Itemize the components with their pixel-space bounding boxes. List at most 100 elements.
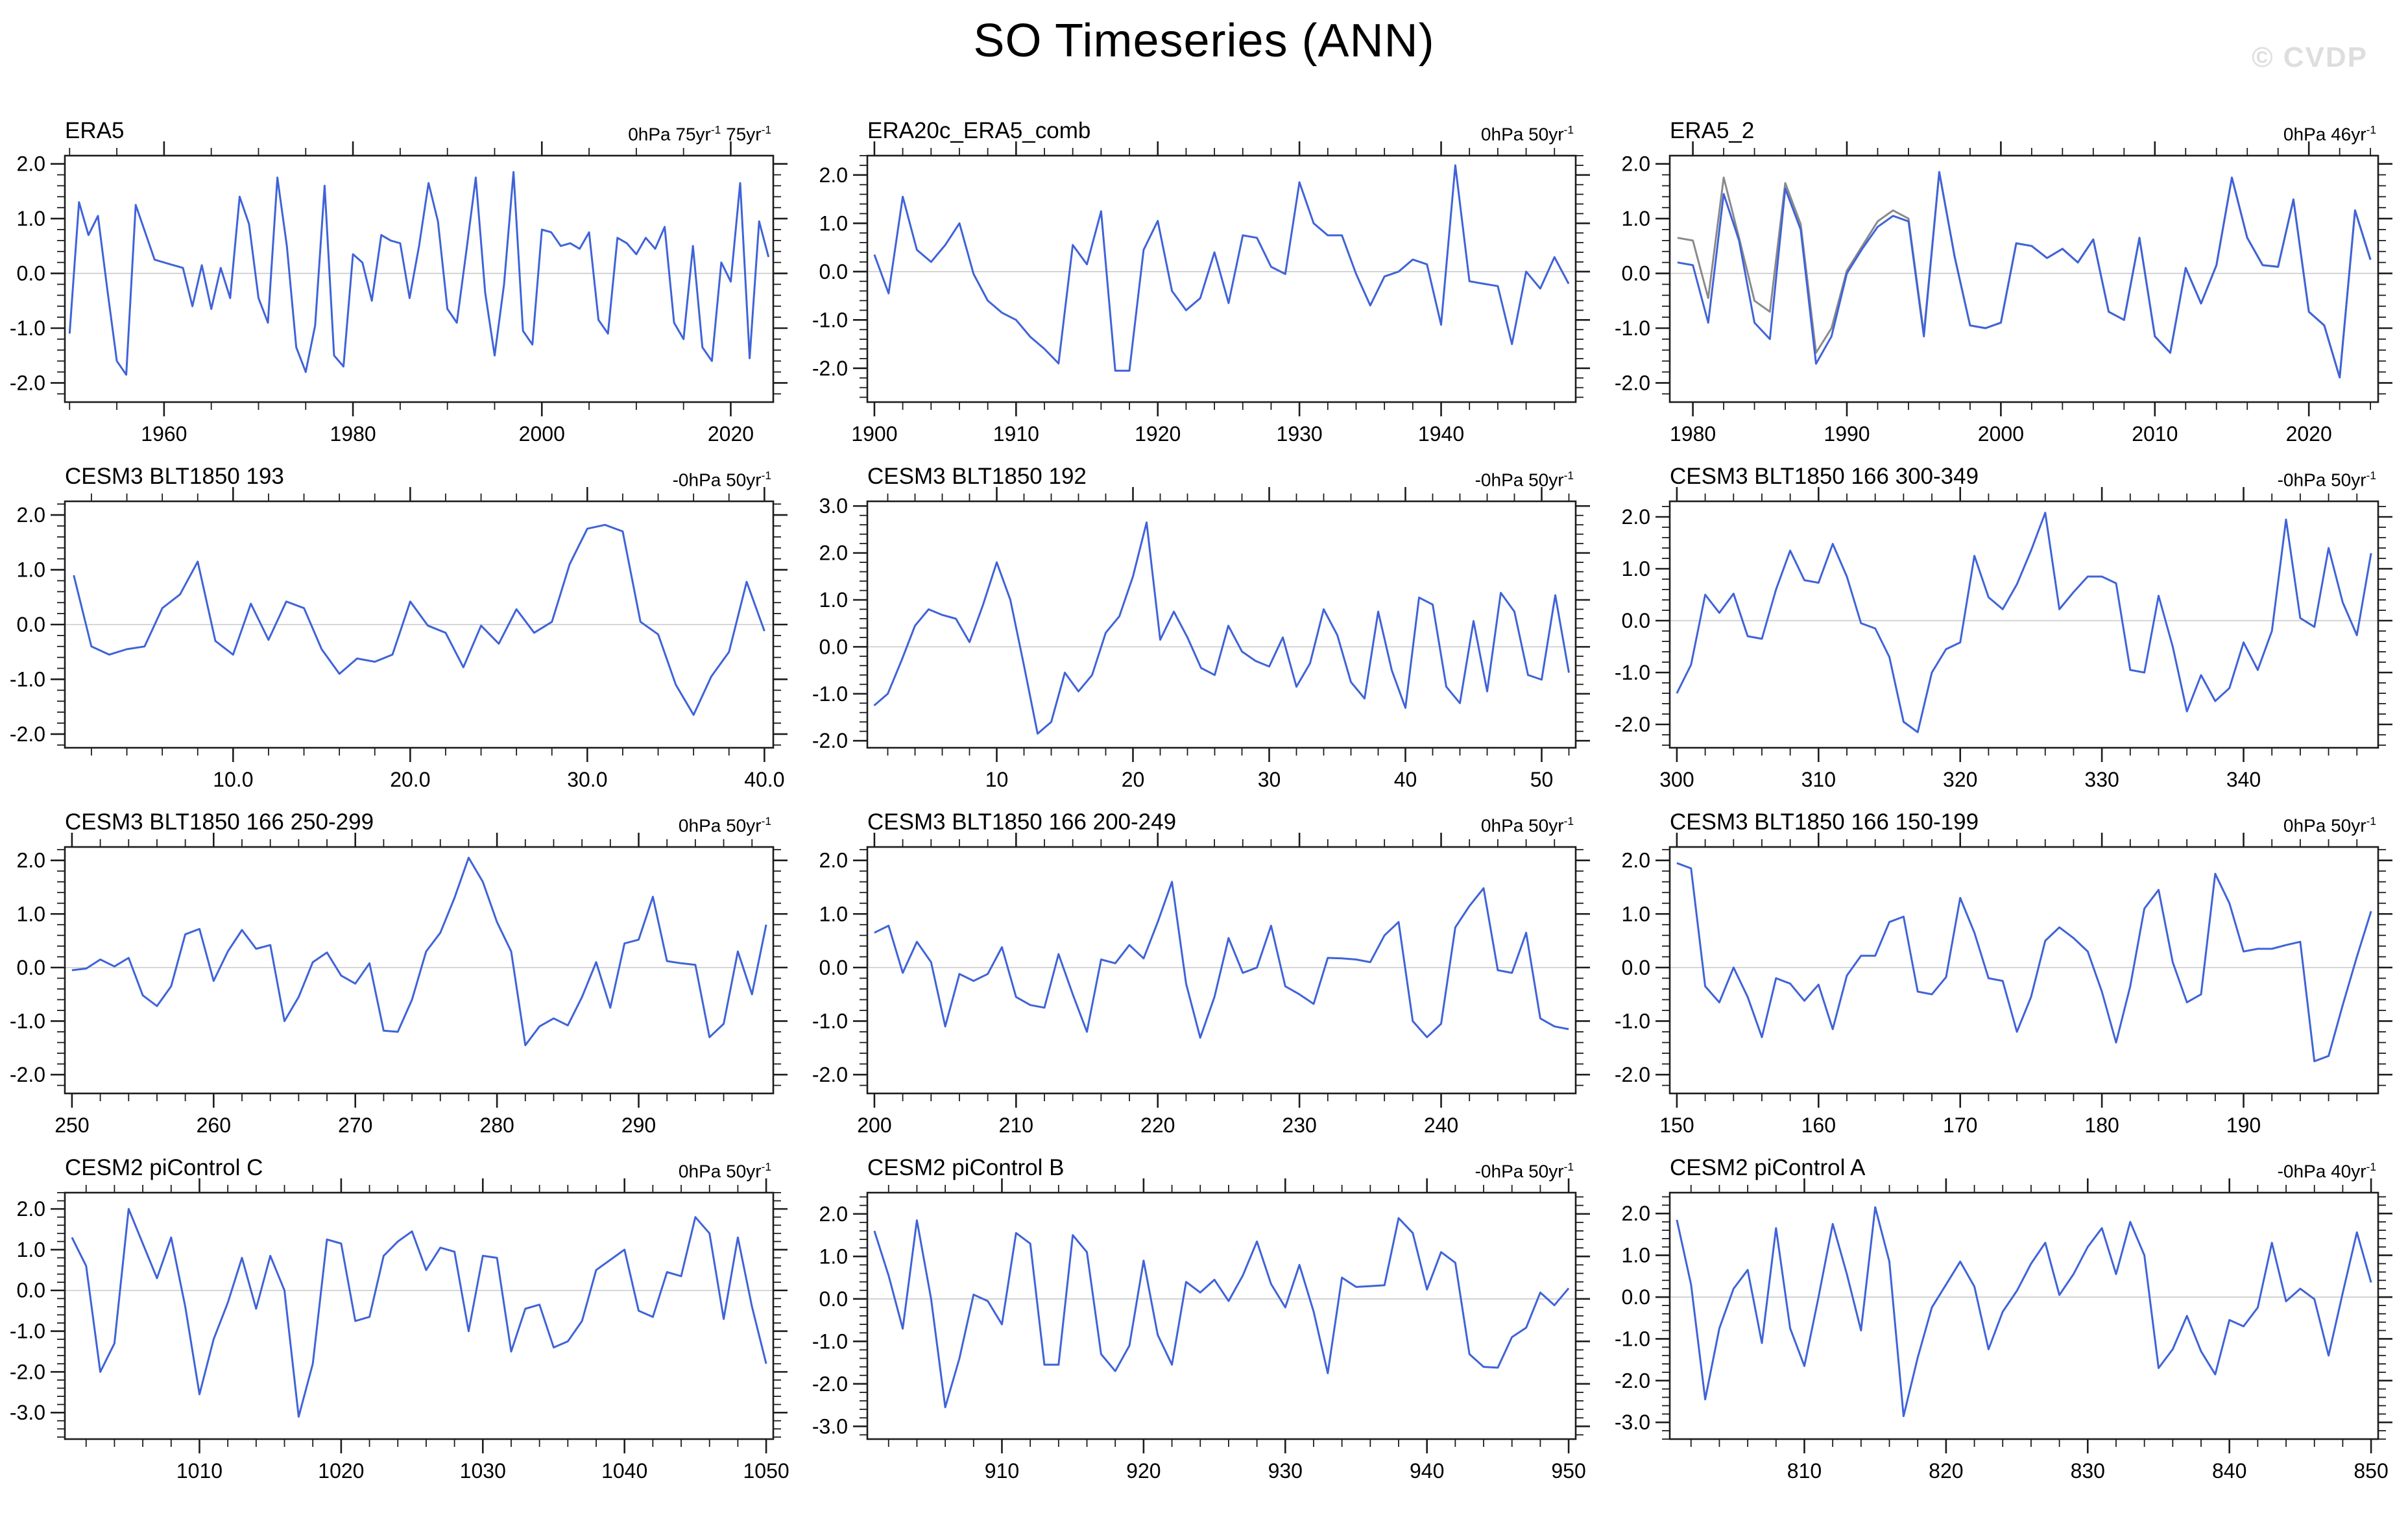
timeseries-panel: CESM2 piControl C 0hPa 50yr-1 1010 1020 10… (0, 1141, 802, 1486)
svg-text:-3.0: -3.0 (812, 1414, 848, 1438)
svg-text:930: 930 (1268, 1459, 1303, 1483)
svg-text:2.0: 2.0 (819, 542, 848, 565)
svg-text:1.0: 1.0 (1622, 1244, 1650, 1267)
svg-text:1.0: 1.0 (17, 902, 45, 925)
svg-text:240: 240 (1424, 1114, 1458, 1137)
svg-text:1.0: 1.0 (17, 558, 45, 582)
panel-plot: 250 260 270 280 290 2.0 1.0 0.0 -1.0 -2.0 (10, 833, 788, 1137)
panel-title: CESM3 BLT1850 193 (65, 464, 284, 489)
panel-plot: 1980 1990 2000 2010 2020 2.0 1.0 0.0 -1.0 -2.0 (1615, 141, 2392, 446)
timeseries-panel: CESM3 BLT1850 166 300-349 -0hPa 50yr-1 3… (1605, 449, 2407, 795)
svg-text:-2.0: -2.0 (10, 1063, 45, 1086)
svg-text:-1.0: -1.0 (1615, 316, 1650, 340)
svg-text:-1.0: -1.0 (10, 1009, 45, 1032)
svg-text:1910: 1910 (993, 422, 1039, 446)
svg-text:2.0: 2.0 (1622, 152, 1650, 176)
timeseries-panel: ERA5 0hPa 75yr-1 75yr-1 1960 1980 2000 2020… (0, 104, 802, 449)
svg-text:-2.0: -2.0 (812, 357, 848, 380)
timeseries-panel: CESM3 BLT1850 166 200-249 0hPa 50yr-1 20… (802, 795, 1605, 1141)
timeseries-panel: CESM3 BLT1850 193 -0hPa 50yr-1 10.0 20.0 3… (0, 449, 802, 795)
svg-text:20.0: 20.0 (390, 768, 430, 791)
svg-text:-1.0: -1.0 (1615, 1327, 1650, 1350)
svg-text:1960: 1960 (141, 422, 187, 446)
svg-text:810: 810 (1787, 1459, 1822, 1483)
svg-text:50: 50 (1530, 768, 1554, 791)
panel-title: CESM2 piControl B (867, 1155, 1065, 1180)
svg-text:0.0: 0.0 (17, 262, 45, 285)
svg-text:1980: 1980 (330, 422, 376, 446)
page-title: SO Timeseries (ANN) (973, 15, 1435, 67)
svg-text:-2.0: -2.0 (812, 1372, 848, 1396)
panel-units: 0hPa 75yr-1 75yr-1 (628, 123, 771, 145)
svg-text:-1.0: -1.0 (10, 316, 45, 340)
panel-plot: 1900 1910 1920 1930 1940 2.0 1.0 0.0 -1.0 -2.0 (812, 141, 1590, 446)
svg-text:2.0: 2.0 (17, 503, 45, 527)
svg-text:0.0: 0.0 (1622, 609, 1650, 632)
svg-text:-1.0: -1.0 (812, 682, 848, 706)
svg-text:290: 290 (621, 1114, 656, 1137)
svg-text:20: 20 (1122, 768, 1145, 791)
svg-text:1.0: 1.0 (819, 588, 848, 612)
svg-text:1.0: 1.0 (1622, 207, 1650, 230)
panel-plot: 10 20 30 40 50 3.0 2.0 1.0 0.0 -1.0 -2.0 (812, 487, 1590, 791)
svg-text:820: 820 (1929, 1459, 1963, 1483)
svg-text:300: 300 (1659, 768, 1694, 791)
svg-text:920: 920 (1126, 1459, 1161, 1483)
svg-text:1.0: 1.0 (17, 207, 45, 230)
svg-text:320: 320 (1943, 768, 1977, 791)
svg-text:-2.0: -2.0 (10, 371, 45, 394)
svg-text:280: 280 (479, 1114, 514, 1137)
panel-plot: 10.0 20.0 30.0 40.0 2.0 1.0 0.0 -1.0 -2.0 (10, 487, 788, 791)
svg-text:-2.0: -2.0 (10, 722, 45, 746)
svg-text:220: 220 (1140, 1114, 1175, 1137)
svg-text:40.0: 40.0 (744, 768, 784, 791)
panel-plot: 910 920 930 940 950 2.0 1.0 0.0 -1.0 -2.0 -3.0 (812, 1178, 1590, 1483)
svg-text:0.0: 0.0 (17, 956, 45, 979)
panel-units: -0hPa 50yr-1 (1475, 469, 1574, 490)
svg-text:910: 910 (985, 1459, 1019, 1483)
panel-title: CESM3 BLT1850 166 250-299 (65, 809, 374, 835)
svg-text:-1.0: -1.0 (1615, 661, 1650, 684)
svg-text:0.0: 0.0 (1622, 1285, 1650, 1309)
panel-title: CESM3 BLT1850 166 200-249 (867, 809, 1177, 835)
svg-text:310: 310 (1801, 768, 1836, 791)
svg-text:40: 40 (1394, 768, 1417, 791)
svg-text:210: 210 (999, 1114, 1033, 1137)
svg-text:2020: 2020 (708, 422, 754, 446)
svg-text:1920: 1920 (1135, 422, 1181, 446)
svg-text:0.0: 0.0 (819, 260, 848, 283)
panel-plot: 810 820 830 840 850 2.0 1.0 0.0 -1.0 -2.0 -3.0 (1615, 1178, 2392, 1483)
timeseries-panel: CESM3 BLT1850 166 250-299 0hPa 50yr-1 25… (0, 795, 802, 1141)
svg-text:-2.0: -2.0 (10, 1360, 45, 1383)
svg-text:0.0: 0.0 (819, 1287, 848, 1311)
svg-text:-2.0: -2.0 (1615, 1369, 1650, 1392)
svg-text:1900: 1900 (851, 422, 897, 446)
panel-units: 0hPa 46yr-1 (2283, 123, 2376, 145)
panel-units: 0hPa 50yr-1 (2283, 815, 2376, 836)
svg-text:1.0: 1.0 (819, 1245, 848, 1268)
panel-plot: 1010 1020 1030 1040 1050 2.0 1.0 0.0 -1.0 -2.0 -3.… (10, 1178, 789, 1483)
svg-text:840: 840 (2212, 1459, 2246, 1483)
panel-title: CESM3 BLT1850 192 (867, 464, 1087, 489)
panel-units: -0hPa 40yr-1 (2277, 1160, 2376, 1182)
svg-text:1050: 1050 (743, 1459, 789, 1483)
svg-text:-1.0: -1.0 (812, 308, 848, 331)
svg-text:-2.0: -2.0 (1615, 713, 1650, 736)
svg-text:2.0: 2.0 (17, 152, 45, 176)
svg-text:1.0: 1.0 (1622, 902, 1650, 925)
svg-text:170: 170 (1943, 1114, 1977, 1137)
svg-text:1010: 1010 (176, 1459, 223, 1483)
page-header: SO Timeseries (ANN) © CVDP (0, 0, 2408, 104)
svg-text:1030: 1030 (460, 1459, 506, 1483)
panel-units: 0hPa 50yr-1 (1480, 815, 1574, 836)
svg-text:-1.0: -1.0 (1615, 1009, 1650, 1032)
svg-text:330: 330 (2084, 768, 2119, 791)
panel-title: ERA5 (65, 118, 125, 143)
svg-text:2000: 2000 (1978, 422, 2024, 446)
panel-units: -0hPa 50yr-1 (1475, 1160, 1574, 1182)
svg-text:-1.0: -1.0 (10, 667, 45, 691)
svg-text:260: 260 (197, 1114, 231, 1137)
timeseries-panel: CESM2 piControl A -0hPa 40yr-1 810 820 830… (1605, 1141, 2407, 1486)
svg-text:-2.0: -2.0 (1615, 371, 1650, 394)
timeseries-panel: CESM2 piControl B -0hPa 50yr-1 910 920 930… (802, 1141, 1605, 1486)
